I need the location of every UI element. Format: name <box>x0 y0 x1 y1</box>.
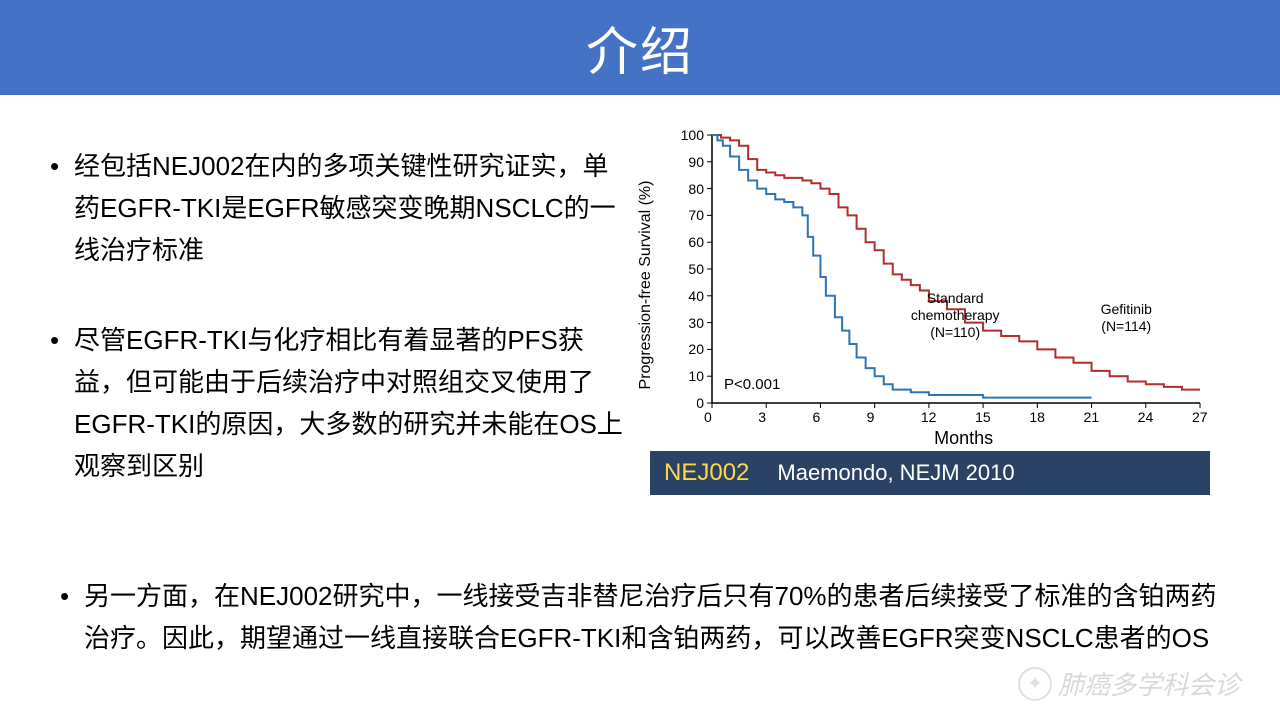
y-tick-label: 20 <box>688 341 704 357</box>
top-row: • 经包括NEJ002在内的多项关键性研究证实，单药EGFR-TKI是EGFR敏… <box>50 125 1230 535</box>
bullet-dot: • <box>50 319 74 487</box>
series-label-gefitinib: Gefitinib(N=114) <box>1101 301 1152 335</box>
x-tick-label: 6 <box>812 409 820 425</box>
y-tick-label: 70 <box>688 207 704 223</box>
x-tick-label: 27 <box>1192 409 1208 425</box>
y-tick-label: 60 <box>688 234 704 250</box>
x-tick-label: 18 <box>1029 409 1045 425</box>
y-tick-label: 30 <box>688 315 704 331</box>
series-label-chemo: Standardchemotherapy(N=110) <box>911 290 1000 340</box>
watermark: ✦ 肺癌多学科会诊 <box>1018 665 1240 702</box>
chart-block: Progression-free Survival (%) Months 010… <box>650 125 1210 495</box>
y-tick-label: 90 <box>688 154 704 170</box>
y-axis-label: Progression-free Survival (%) <box>637 181 655 390</box>
page-title: 介绍 <box>586 10 694 85</box>
bullet-1: • 经包括NEJ002在内的多项关键性研究证实，单药EGFR-TKI是EGFR敏… <box>50 145 630 271</box>
x-tick-label: 24 <box>1138 409 1154 425</box>
y-tick-label: 0 <box>696 395 704 411</box>
content-area: • 经包括NEJ002在内的多项关键性研究证实，单药EGFR-TKI是EGFR敏… <box>0 95 1280 659</box>
bullet-text-2: 尽管EGFR-TKI与化疗相比有着显著的PFS获益，但可能由于后续治疗中对照组交… <box>74 319 630 487</box>
title-bar: 介绍 <box>0 0 1280 95</box>
caption-right: Maemondo, NEJM 2010 <box>777 460 1014 486</box>
caption-left: NEJ002 <box>664 459 749 487</box>
y-tick-label: 80 <box>688 181 704 197</box>
y-tick-label: 50 <box>688 261 704 277</box>
bullet-3: • 另一方面，在NEJ002研究中，一线接受吉非替尼治疗后只有70%的患者后续接… <box>60 575 1220 659</box>
x-axis-label: Months <box>934 428 993 449</box>
caption-bar: NEJ002 Maemondo, NEJM 2010 <box>650 451 1210 495</box>
x-tick-label: 15 <box>975 409 991 425</box>
y-tick-label: 40 <box>688 288 704 304</box>
x-tick-label: 3 <box>758 409 766 425</box>
bottom-bullet: • 另一方面，在NEJ002研究中，一线接受吉非替尼治疗后只有70%的患者后续接… <box>50 575 1230 659</box>
bullet-text-1: 经包括NEJ002在内的多项关键性研究证实，单药EGFR-TKI是EGFR敏感突… <box>74 145 630 271</box>
series-standard-chemotherapy <box>712 135 1092 398</box>
x-tick-label: 9 <box>867 409 875 425</box>
y-tick-label: 10 <box>688 368 704 384</box>
bullet-2: • 尽管EGFR-TKI与化疗相比有着显著的PFS获益，但可能由于后续治疗中对照… <box>50 319 630 487</box>
watermark-text: 肺癌多学科会诊 <box>1058 665 1240 702</box>
bullets-left: • 经包括NEJ002在内的多项关键性研究证实，单药EGFR-TKI是EGFR敏… <box>50 125 630 535</box>
series-gefitinib <box>712 135 1200 390</box>
bullet-dot: • <box>60 575 84 659</box>
x-tick-label: 0 <box>704 409 712 425</box>
x-tick-label: 12 <box>921 409 937 425</box>
bullet-text-3: 另一方面，在NEJ002研究中，一线接受吉非替尼治疗后只有70%的患者后续接受了… <box>84 575 1220 659</box>
km-chart: Progression-free Survival (%) Months 010… <box>650 125 1210 445</box>
y-tick-label: 100 <box>681 127 704 143</box>
bullet-dot: • <box>50 145 74 271</box>
p-value: P<0.001 <box>724 376 780 393</box>
wechat-icon: ✦ <box>1018 667 1052 701</box>
x-tick-label: 21 <box>1084 409 1100 425</box>
km-svg <box>650 125 1210 445</box>
